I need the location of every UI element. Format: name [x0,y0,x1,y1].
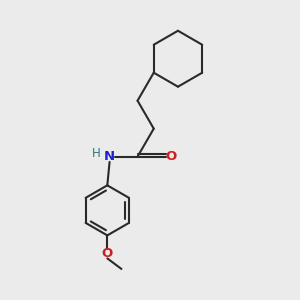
Text: H: H [92,147,101,160]
Text: O: O [102,247,113,260]
Text: N: N [104,150,115,163]
Text: O: O [166,150,177,163]
